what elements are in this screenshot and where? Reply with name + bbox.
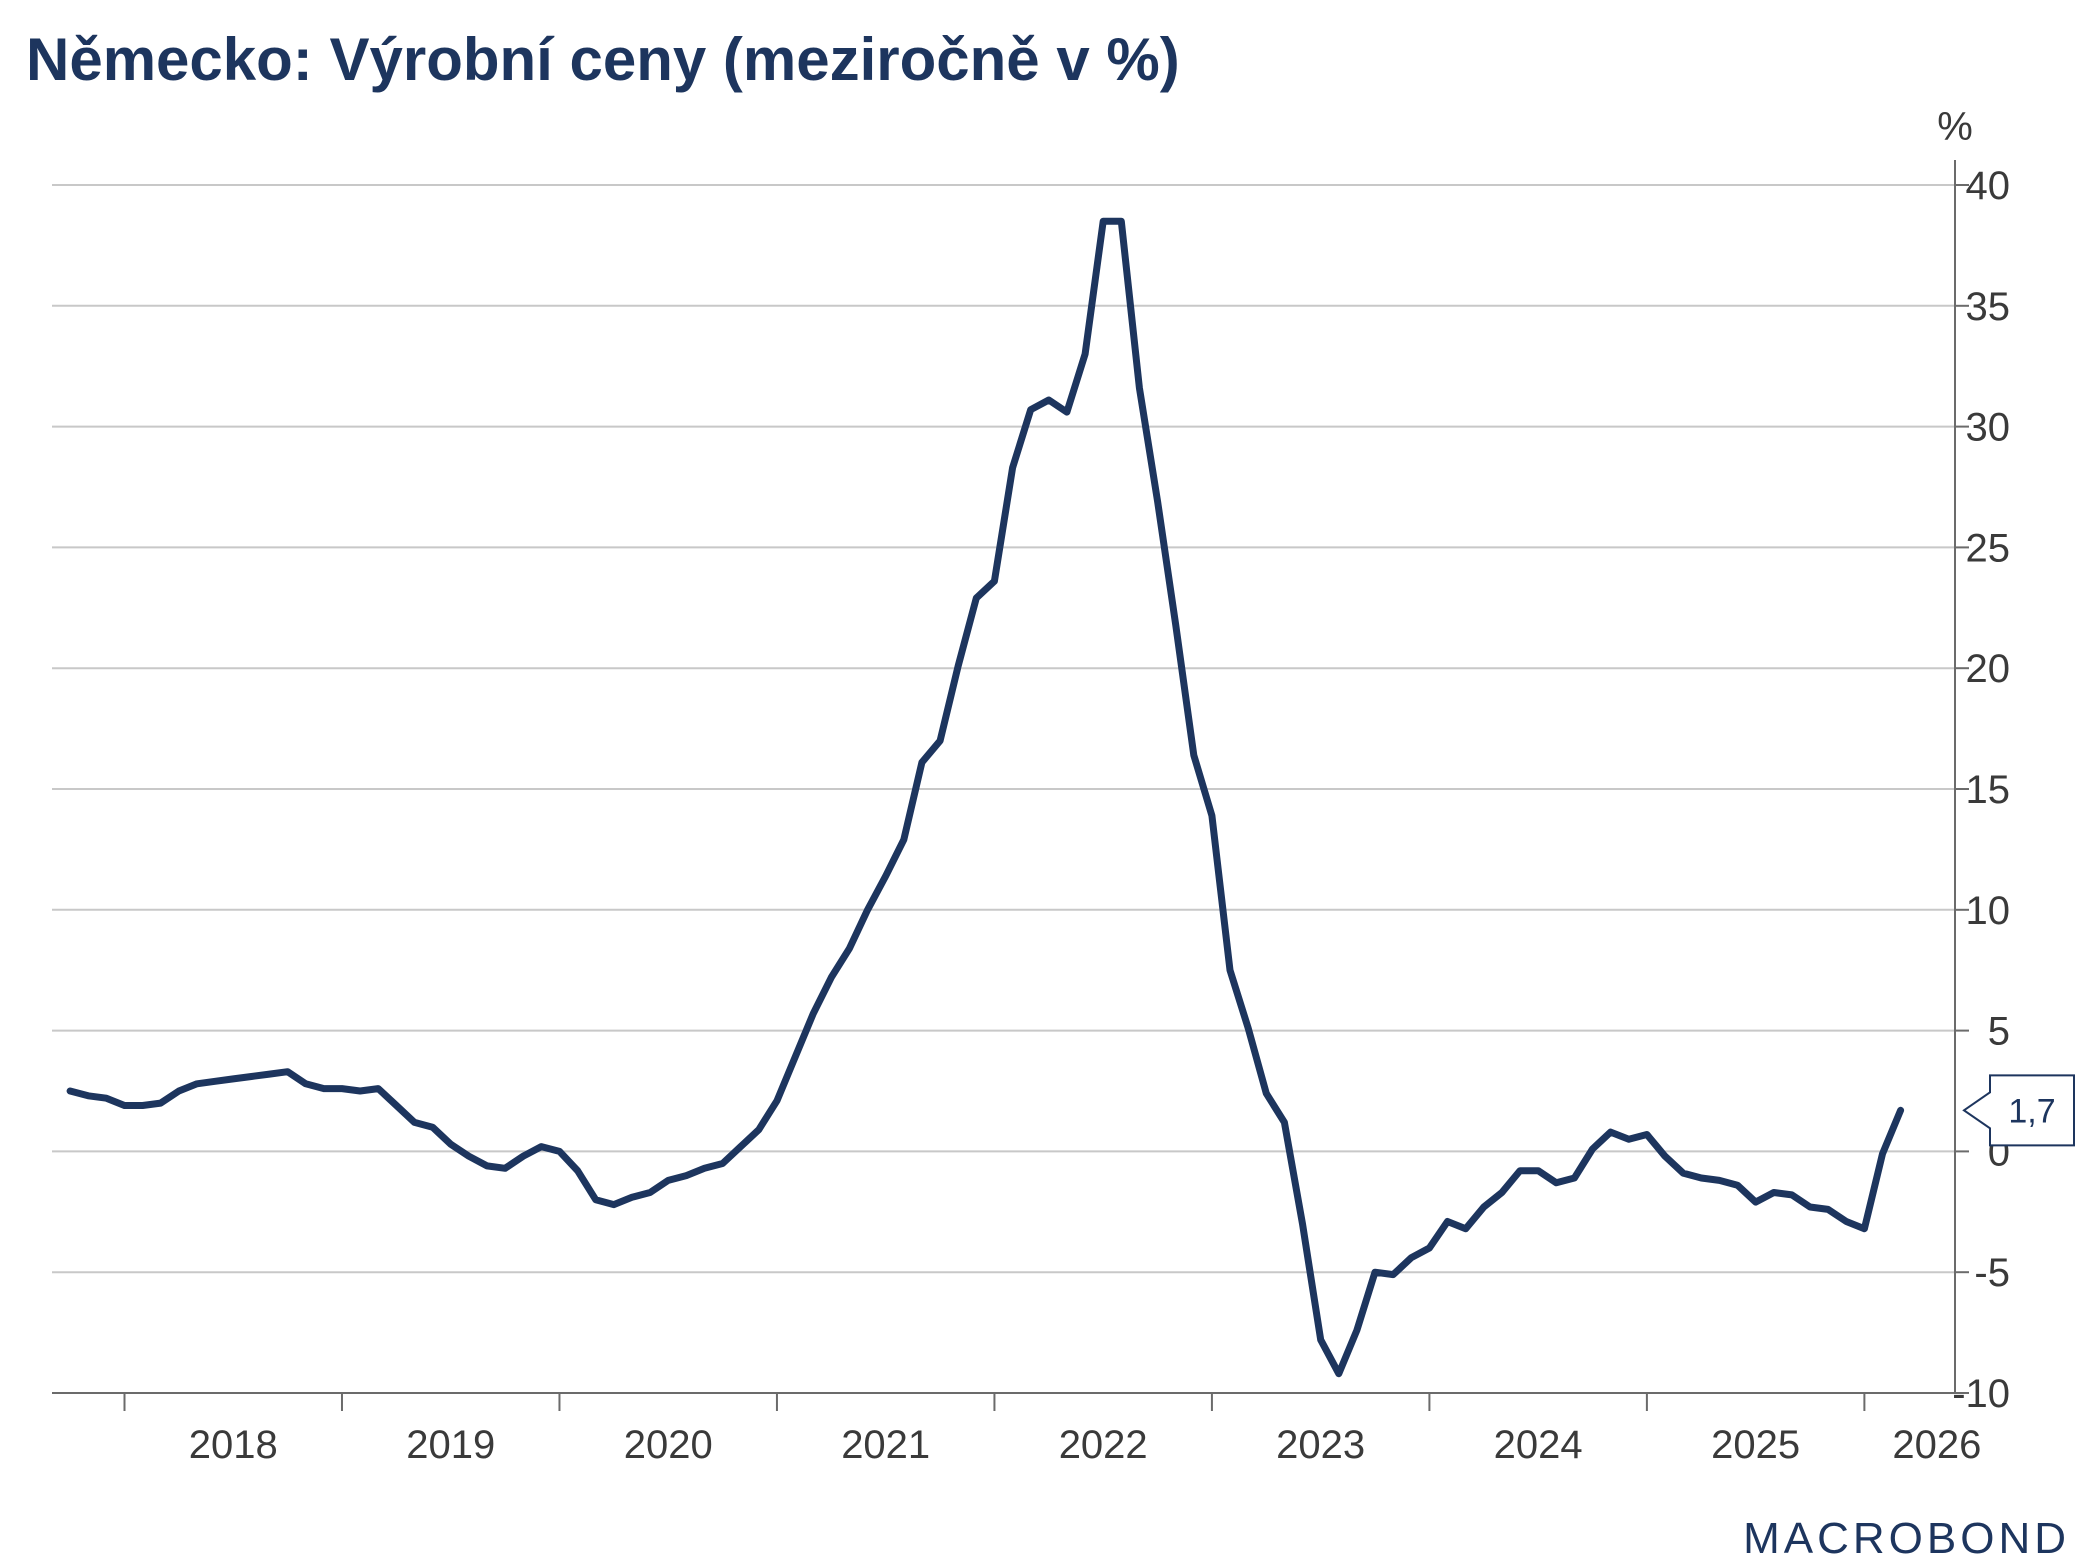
last-value-label: 1,7 (2008, 1092, 2055, 1130)
y-tick-label: 15 (1966, 768, 2011, 812)
series-layer (66, 217, 1905, 1378)
y-tick-label: 25 (1966, 526, 2011, 570)
x-tick-label: 2024 (1494, 1423, 1583, 1467)
gridlines (52, 184, 1955, 1394)
x-tick-label: 2026 (1892, 1423, 1981, 1467)
x-tick-label: 2018 (189, 1423, 278, 1467)
y-tick-label: 10 (1966, 889, 2011, 933)
macrobond-logo: MACROBOND (1743, 1514, 2070, 1563)
last-value-callout: 1,7 (1962, 1074, 2075, 1147)
y-axis-unit-label: % (1937, 105, 1973, 149)
y-tick-label: 30 (1966, 406, 2011, 450)
y-tick-label: 40 (1966, 164, 2011, 208)
x-tick-label: 2019 (406, 1423, 495, 1467)
x-tick-label: 2022 (1059, 1423, 1148, 1467)
x-tick-label: 2021 (841, 1423, 930, 1467)
last-value-box (1962, 1074, 2075, 1147)
y-tick-label: -5 (1974, 1251, 2010, 1295)
y-tick-label: 20 (1966, 647, 2011, 691)
x-tick-label: 2023 (1276, 1423, 1365, 1467)
x-tick-label: 2025 (1711, 1423, 1800, 1467)
y-tick-label: 5 (1988, 1010, 2010, 1054)
series-line (66, 217, 1905, 1378)
y-tick-label: 35 (1966, 285, 2011, 329)
x-tick-label: 2020 (624, 1423, 713, 1467)
y-tick-label: -10 (1952, 1372, 2010, 1416)
chart-title: Německo: Výrobní ceny (meziročně v %) (26, 26, 1180, 93)
